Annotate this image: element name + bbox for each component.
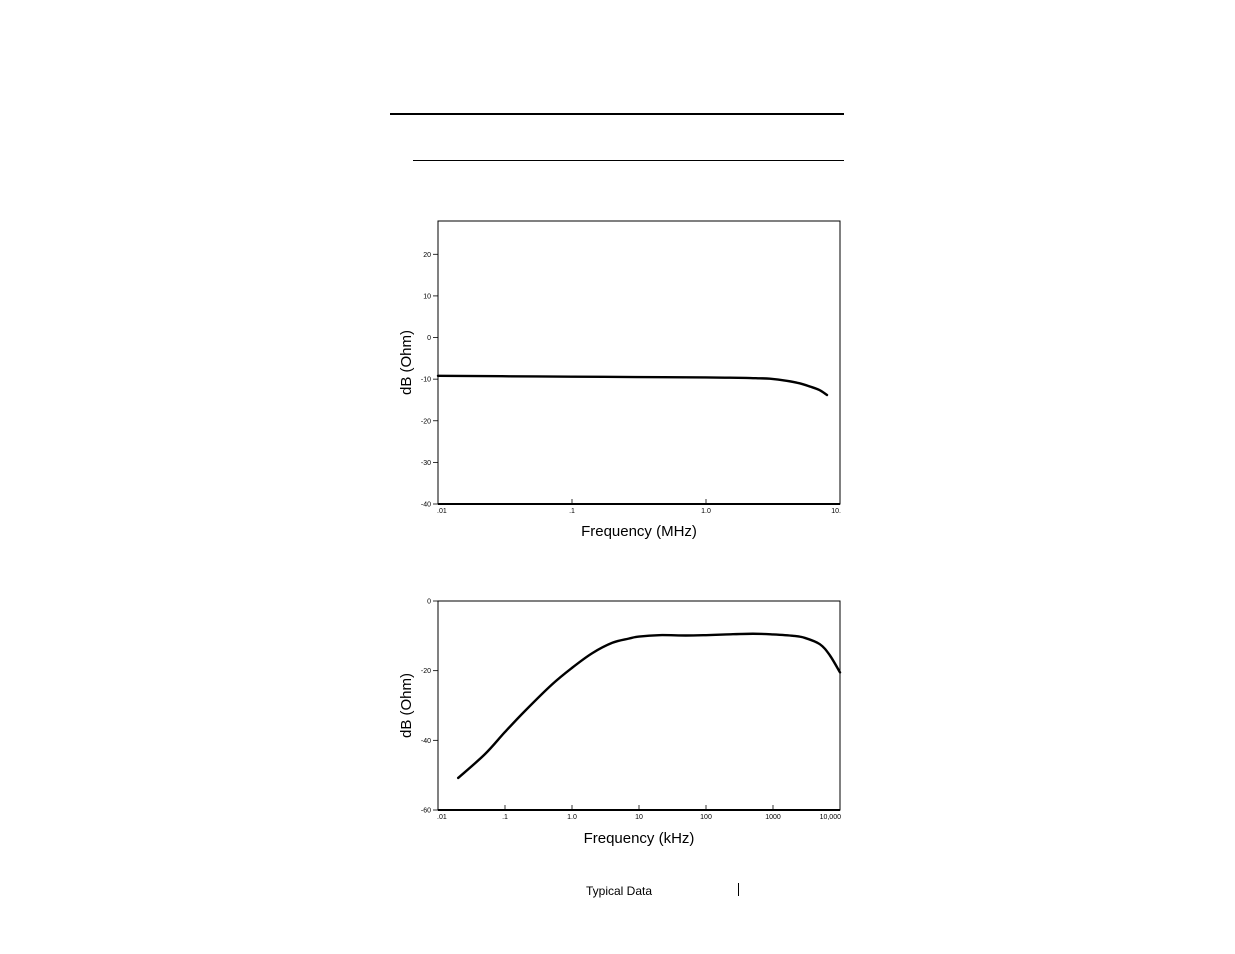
y-tick-label: -10 (421, 377, 431, 384)
y-tick-label: 20 (423, 252, 431, 259)
section-rule (413, 160, 844, 161)
y-axis-title: dB (Ohm) (398, 673, 415, 738)
y-tick-label: -20 (421, 668, 431, 675)
series-line (456, 632, 842, 780)
y-tick-label: 0 (427, 335, 431, 342)
x-axis-title: Frequency (kHz) (584, 830, 695, 847)
x-tick-label: .01 (437, 814, 447, 821)
x-tick-label: .01 (437, 508, 447, 515)
y-tick-label: -20 (421, 418, 431, 425)
y-tick-label: -30 (421, 460, 431, 467)
footer-divider (738, 883, 739, 896)
x-tick-label: .1 (502, 814, 508, 821)
y-tick-label: 0 (427, 599, 431, 606)
series-line (436, 374, 829, 397)
footer-label: Typical Data (586, 884, 653, 898)
y-tick-label: -40 (421, 502, 431, 509)
x-tick-label: .1 (569, 508, 575, 515)
y-tick-label: 10 (423, 293, 431, 300)
y-tick-label: -40 (421, 738, 431, 745)
x-axis-title: Frequency (MHz) (581, 523, 697, 540)
x-tick-label: 10,000 (820, 814, 842, 821)
top-rule (390, 113, 844, 115)
plot-frame (437, 600, 841, 811)
x-tick-label: 1000 (765, 814, 781, 821)
x-tick-label: 1.0 (701, 508, 711, 515)
y-axis-title: dB (Ohm) (398, 330, 415, 395)
x-tick-label: 1.0 (567, 814, 577, 821)
x-tick-label: 10. (831, 508, 841, 515)
y-tick-label: -60 (421, 808, 431, 815)
x-tick-label: 10 (635, 814, 643, 821)
x-tick-label: 100 (700, 814, 712, 821)
